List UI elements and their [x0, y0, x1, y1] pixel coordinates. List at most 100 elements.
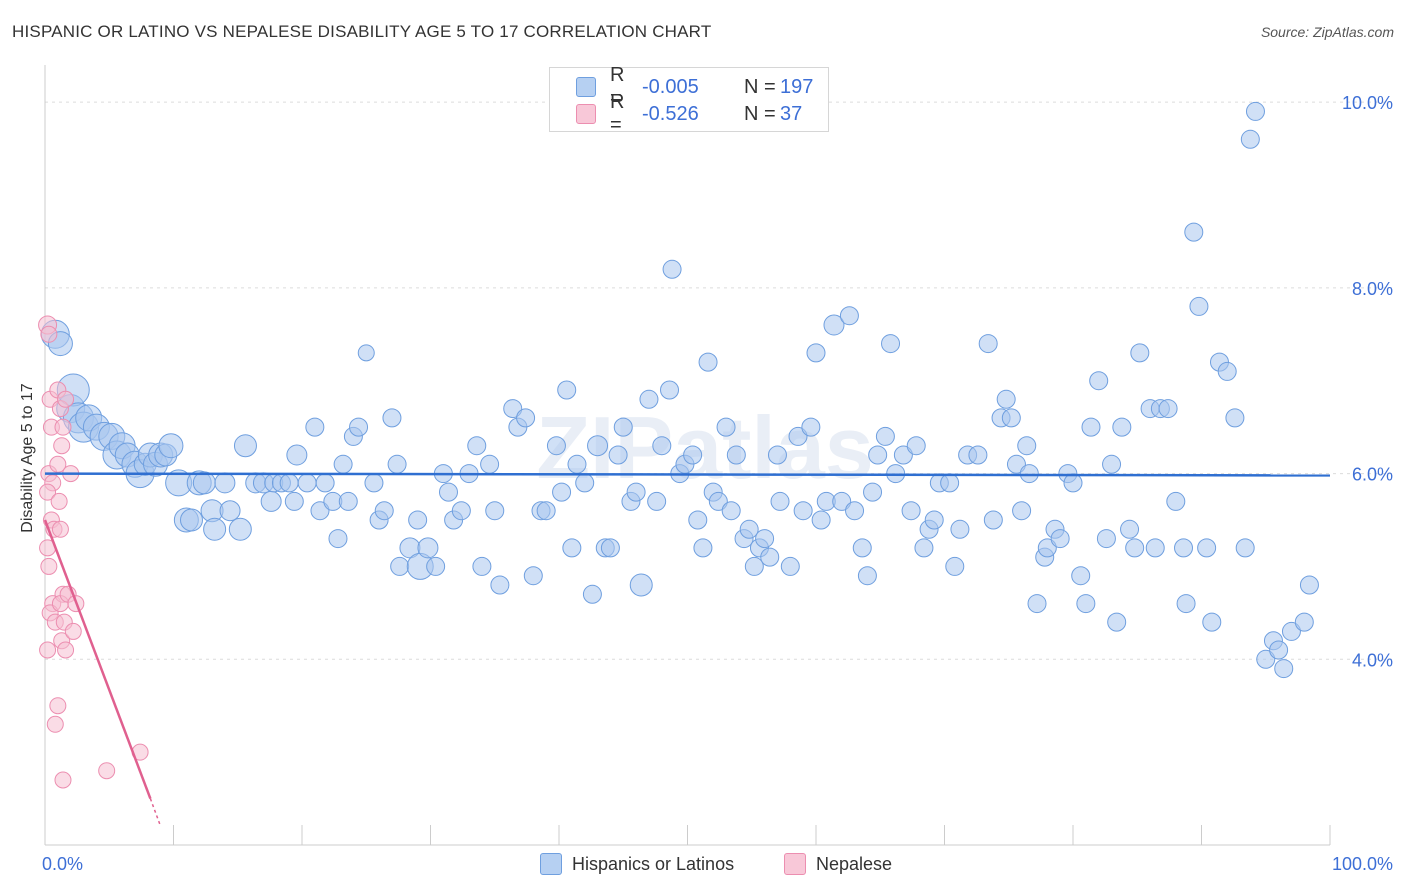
data-point: [978, 334, 998, 354]
data-point: [562, 538, 582, 558]
legend-swatch-blue: [576, 77, 596, 97]
data-point: [793, 501, 813, 521]
bottom-legend-swatch-blue: [540, 853, 562, 875]
data-point: [1166, 491, 1186, 511]
data-point: [1019, 464, 1039, 484]
data-point: [1001, 408, 1021, 428]
data-point: [310, 501, 330, 521]
data-point: [662, 259, 682, 279]
data-point: [726, 445, 746, 465]
data-point: [875, 426, 895, 446]
data-point: [1269, 640, 1289, 660]
data-point: [1012, 501, 1032, 521]
data-point: [924, 510, 944, 530]
data-point: [1176, 594, 1196, 614]
data-point: [1071, 566, 1091, 586]
x-tick-label: 0.0%: [42, 854, 83, 874]
data-point: [39, 483, 57, 501]
data-point: [983, 510, 1003, 530]
data-point: [503, 399, 523, 419]
data-point: [260, 490, 282, 512]
data-point: [1245, 101, 1265, 121]
data-point: [780, 556, 800, 576]
data-point: [480, 454, 500, 474]
legend-n-label: N =: [744, 102, 776, 125]
data-point: [639, 389, 659, 409]
bottom-legend-label: Nepalese: [816, 853, 893, 874]
data-point: [901, 501, 921, 521]
data-point: [485, 501, 505, 521]
data-point: [716, 417, 736, 437]
data-point: [760, 547, 780, 567]
trend-line-nepalese: [43, 519, 152, 800]
data-point: [881, 334, 901, 354]
x-tick-labels: 0.0% 100.0%: [42, 854, 1393, 874]
data-point: [683, 445, 703, 465]
data-point: [49, 697, 67, 715]
data-point: [374, 501, 394, 521]
data-point: [1299, 575, 1319, 595]
data-point: [472, 556, 492, 576]
data-point: [744, 556, 764, 576]
data-point: [940, 473, 960, 493]
legend-row-nepalese: R = -0.526 N = 37: [576, 91, 803, 136]
data-point: [739, 519, 759, 539]
data-point: [660, 380, 680, 400]
data-point: [1125, 538, 1145, 558]
data-point: [693, 538, 713, 558]
data-point: [51, 520, 69, 538]
data-point: [1294, 612, 1314, 632]
data-point: [53, 437, 71, 455]
legend-n-value: 37: [780, 102, 803, 125]
data-point: [349, 417, 369, 437]
data-point: [845, 501, 865, 521]
data-point: [536, 501, 556, 521]
data-point: [297, 473, 317, 493]
data-point: [284, 491, 304, 511]
data-point: [755, 529, 775, 549]
data-point: [408, 510, 428, 530]
series-hispanics-or-latinos: [40, 101, 1319, 679]
data-point: [708, 491, 728, 511]
bottom-legend-label: Hispanics or Latinos: [572, 853, 735, 874]
data-point: [1037, 538, 1057, 558]
data-point: [721, 501, 741, 521]
data-point: [49, 455, 67, 473]
source-credit: Source: ZipAtlas.com: [1260, 24, 1394, 40]
data-point: [1107, 612, 1127, 632]
data-point: [839, 306, 859, 326]
data-point: [305, 417, 325, 437]
data-point: [1017, 436, 1037, 456]
legend-r-label: R =: [610, 91, 625, 136]
legend-r-value: -0.005: [642, 75, 699, 98]
data-point: [575, 473, 595, 493]
data-point: [652, 436, 672, 456]
legend-swatch-pink: [576, 104, 596, 124]
data-point: [1130, 343, 1150, 363]
legend-n-label: N =: [744, 75, 776, 98]
data-point: [1240, 129, 1260, 149]
data-point: [1174, 538, 1194, 558]
data-point: [57, 641, 75, 659]
axes: [44, 65, 1331, 846]
data-point: [1217, 361, 1237, 381]
data-point: [1274, 659, 1294, 679]
data-point: [426, 556, 446, 576]
data-point: [1197, 538, 1217, 558]
data-point: [945, 556, 965, 576]
data-point: [338, 491, 358, 511]
data-point: [490, 575, 510, 595]
data-point: [438, 482, 458, 502]
data-point: [788, 426, 808, 446]
data-point: [516, 408, 536, 428]
data-point: [906, 436, 926, 456]
data-point: [546, 436, 566, 456]
data-point: [40, 557, 58, 575]
data-point: [811, 510, 831, 530]
data-point: [1102, 454, 1122, 474]
data-point: [1120, 519, 1140, 539]
trend-lines: [43, 472, 1331, 827]
data-point: [39, 641, 57, 659]
legend-r-value: -0.526: [642, 102, 699, 125]
